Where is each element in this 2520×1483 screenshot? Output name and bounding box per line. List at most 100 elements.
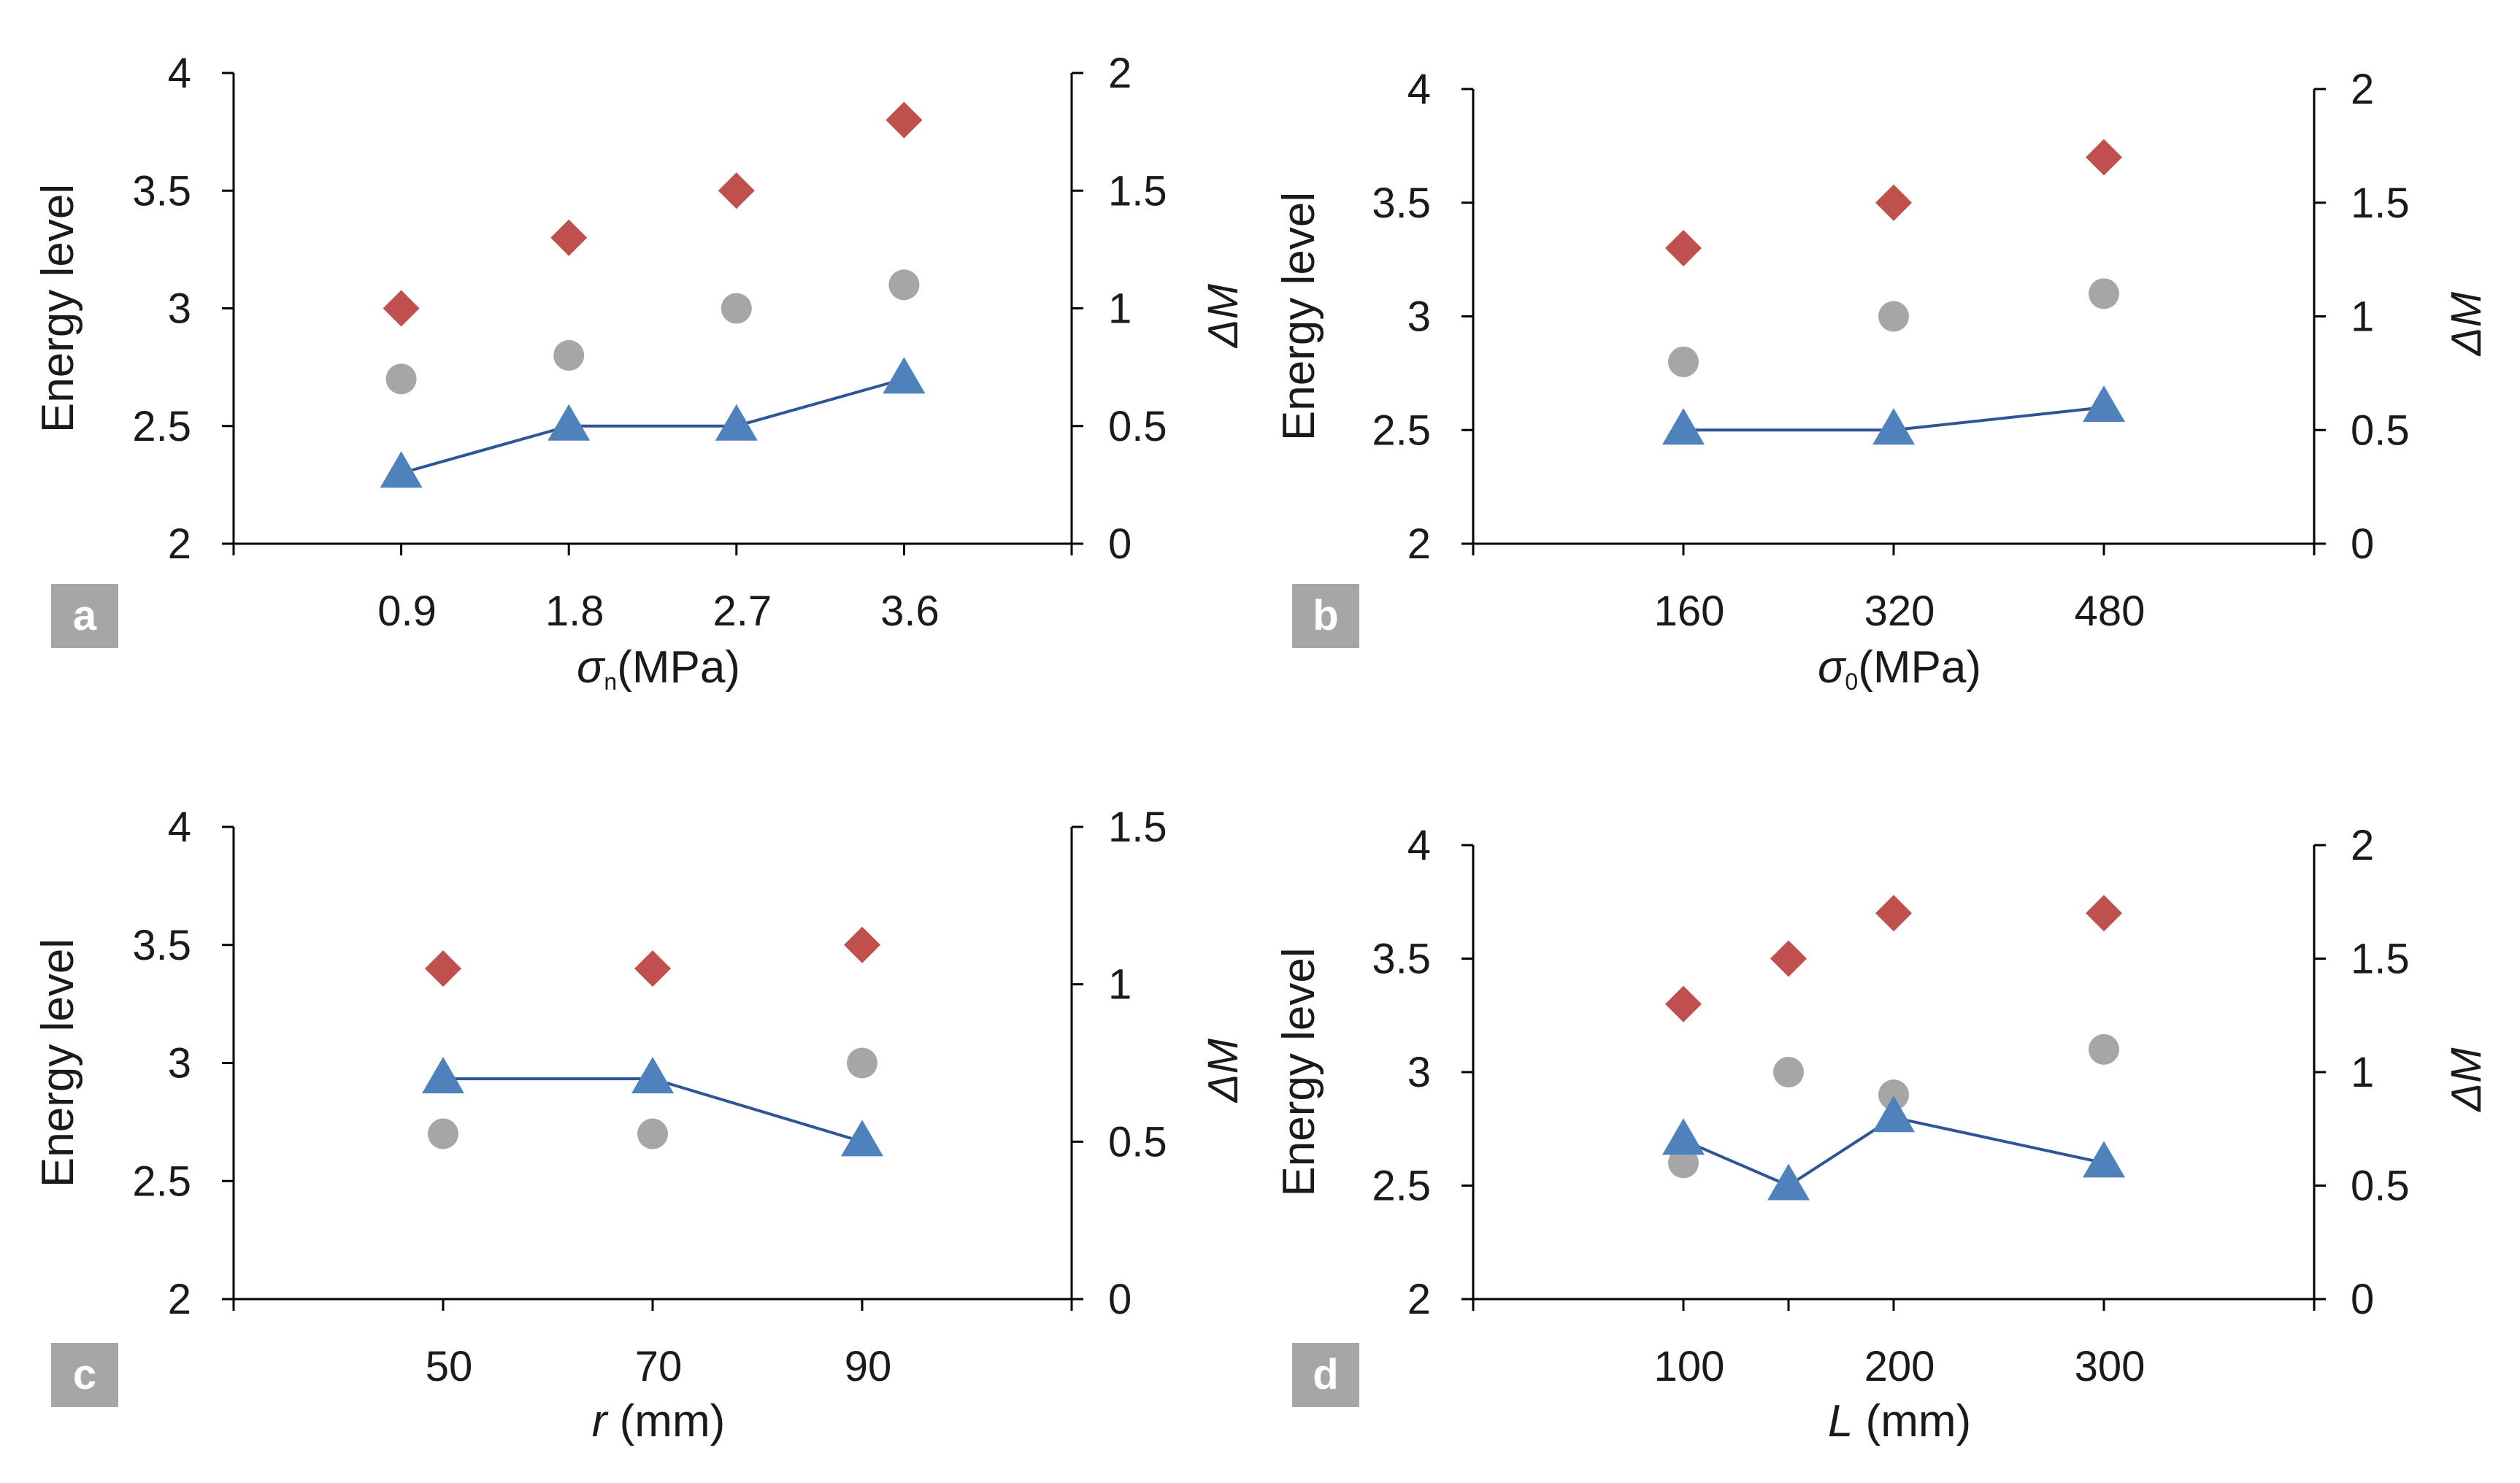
y-axis-label: Energy level — [33, 939, 83, 1187]
y2-axis-label: ΔM — [2443, 1047, 2490, 1113]
diamond-marker — [844, 926, 880, 963]
y2-tick-label: 1 — [1108, 285, 1132, 333]
y2-tick-label: 0 — [2351, 520, 2374, 568]
y-tick-label: 3 — [168, 1040, 191, 1087]
y-axis-label: Energy level — [1274, 192, 1324, 441]
y2-tick-label: 2 — [1108, 50, 1132, 97]
circle-marker — [428, 1118, 458, 1149]
triangle-marker — [422, 1057, 464, 1094]
diamond-marker — [2086, 139, 2122, 176]
y-tick-label: 3 — [1407, 293, 1431, 341]
y2-tick-label: 1.5 — [2351, 180, 2410, 227]
x-axis-label: σ0(MPa) — [1818, 642, 1981, 695]
x-axis-label: σn(MPa) — [577, 642, 740, 695]
circle-marker — [888, 269, 920, 301]
x-tick-label: 100 — [1654, 1343, 1725, 1390]
y2-tick-label: 1 — [1108, 961, 1132, 1009]
y2-tick-label: 2 — [2351, 822, 2374, 869]
diamond-marker — [2086, 895, 2122, 932]
panel-badge — [1292, 1343, 1359, 1407]
circle-marker — [553, 340, 585, 371]
y-axis-label: Energy level — [1274, 947, 1324, 1196]
x-axis-label: L (mm) — [1828, 1396, 1971, 1447]
diamond-marker — [1665, 230, 1702, 267]
triangle-marker — [841, 1120, 883, 1157]
y2-tick-label: 1.5 — [1108, 804, 1167, 851]
panel-badge — [51, 1343, 118, 1407]
panel-label: a — [73, 592, 97, 639]
circle-marker — [2089, 1033, 2119, 1065]
y-tick-label: 3.5 — [132, 922, 191, 969]
panel-label: b — [1313, 592, 1338, 639]
diamond-marker — [1875, 895, 1912, 932]
y2-tick-label: 2 — [2351, 66, 2374, 113]
panel-label: c — [73, 1351, 96, 1398]
x-tick-label: 480 — [2075, 588, 2146, 635]
diamond-marker — [634, 950, 671, 987]
y2-tick-label: 1.5 — [1108, 167, 1167, 215]
diamond-marker — [1875, 184, 1912, 221]
y-tick-label: 2 — [1407, 1276, 1431, 1323]
y-tick-label: 3 — [168, 285, 191, 333]
y-tick-label: 3.5 — [1372, 936, 1431, 983]
triangle-marker — [1767, 1163, 1810, 1201]
circle-marker — [721, 293, 752, 324]
diamond-marker — [1770, 940, 1807, 977]
x-tick-label: 160 — [1654, 588, 1725, 635]
y-tick-label: 2 — [168, 1276, 191, 1323]
diamond-marker — [425, 950, 461, 987]
x-tick-label: 50 — [426, 1343, 473, 1390]
triangle-marker — [1872, 1095, 1915, 1133]
y2-tick-label: 0.5 — [1108, 1118, 1167, 1166]
triangle-marker — [883, 357, 926, 394]
circle-marker — [1668, 346, 1699, 377]
diamond-marker — [886, 101, 923, 139]
x-tick-label: 1.8 — [545, 588, 604, 635]
y-tick-label: 3.5 — [132, 167, 191, 215]
triangle-marker — [631, 1057, 674, 1094]
y2-tick-label: 0.5 — [2351, 407, 2410, 454]
y2-tick-label: 0.5 — [1108, 403, 1167, 450]
x-tick-label: 70 — [635, 1343, 683, 1390]
circle-marker — [1878, 1079, 1909, 1111]
triangle-marker — [2083, 385, 2125, 423]
y-tick-label: 2.5 — [1372, 1163, 1431, 1210]
triangle-marker — [1662, 1118, 1705, 1155]
triangle-marker — [2083, 1141, 2125, 1178]
y2-tick-label: 0.5 — [2351, 1163, 2410, 1210]
x-tick-label: 2.7 — [712, 588, 772, 635]
y2-tick-label: 1 — [2351, 293, 2374, 341]
diamond-marker — [383, 290, 420, 327]
circle-marker — [1878, 301, 1909, 332]
y2-tick-label: 1.5 — [2351, 936, 2410, 983]
y-axis-label: Energy level — [33, 184, 83, 433]
chart-panel-a: 2 2.5 3 3.5 4 0 0.5 1 1.5 2 0.9 1.8 2.7 3.6 Energy lev… — [33, 50, 1247, 695]
y-tick-label: 4 — [168, 50, 191, 97]
chart-panel-c: 2 2.5 3 3.5 4 0 0.5 1 1.5 50 70 90 Energy level ΔM r (… — [33, 804, 1247, 1447]
circle-marker — [385, 363, 417, 395]
chart-panel-b: 2 2.5 3 3.5 4 0 0.5 1 1.5 2 160 320 480 Energy level Δ… — [1274, 66, 2490, 695]
triangle-marker — [715, 404, 758, 441]
panel-label: d — [1313, 1351, 1338, 1398]
circle-marker — [637, 1118, 668, 1149]
circle-marker — [1668, 1147, 1699, 1179]
x-tick-label: 200 — [1864, 1343, 1935, 1390]
y-tick-label: 4 — [1407, 66, 1431, 113]
diamond-marker — [718, 172, 755, 209]
panel-badge — [51, 584, 118, 648]
x-tick-label: 300 — [2075, 1343, 2146, 1390]
y-tick-label: 4 — [168, 804, 191, 851]
circle-marker — [2089, 278, 2119, 309]
series-line — [401, 377, 904, 475]
y-tick-label: 3.5 — [1372, 180, 1431, 227]
y2-tick-label: 0 — [1108, 1276, 1132, 1323]
triangle-marker — [1872, 408, 1915, 445]
y-tick-label: 2.5 — [132, 1157, 191, 1205]
y2-axis-label: ΔM — [1199, 283, 1247, 349]
circle-marker — [847, 1047, 877, 1079]
y-tick-label: 3 — [1407, 1049, 1431, 1096]
y2-tick-label: 0 — [1108, 520, 1132, 568]
y2-tick-label: 1 — [2351, 1049, 2374, 1096]
triangle-marker — [380, 451, 423, 488]
